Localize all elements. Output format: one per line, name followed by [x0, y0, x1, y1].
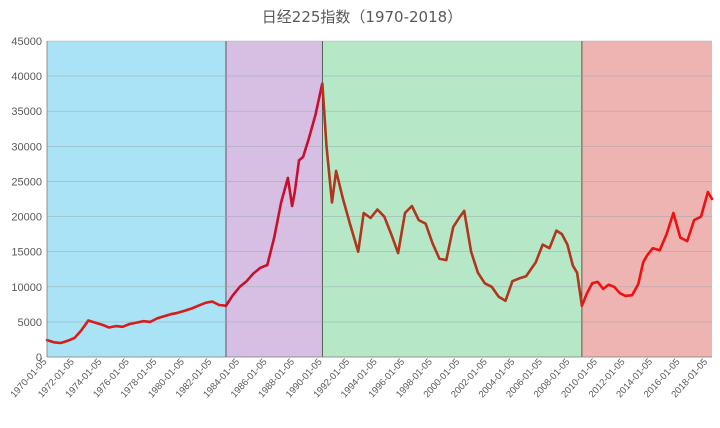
y-tick-label: 20000 — [11, 212, 42, 224]
series-line-1 — [224, 82, 324, 307]
region-3 — [581, 41, 712, 357]
y-tick-label: 10000 — [11, 282, 42, 294]
y-tick-label: 15000 — [11, 247, 42, 259]
y-tick-label: 45000 — [11, 36, 42, 48]
y-tick-label: 0 — [36, 352, 42, 364]
y-tick-label: 5000 — [18, 317, 42, 329]
y-tick-label: 30000 — [11, 141, 42, 153]
grid-lines — [47, 40, 712, 323]
plot-frame — [46, 41, 712, 358]
series-line-0 — [45, 300, 228, 345]
series-lines — [45, 82, 714, 345]
x-axis-ticks: 1970-01-051972-01-051974-01-051976-01-05… — [9, 357, 711, 400]
series-line-3 — [580, 190, 714, 307]
watermark: 知乎 @满嘴毛 / 雪球：penny969 — [487, 393, 708, 417]
y-axis-ticks: 0 5000 10000 15000 20000 25000 30000 35000 40000… — [11, 36, 42, 364]
y-tick-label: 35000 — [11, 106, 42, 118]
era-regions — [47, 41, 712, 357]
y-tick-label: 25000 — [11, 176, 42, 188]
watermark-text: 知乎 @满嘴毛 / 雪球：penny969 — [514, 398, 708, 414]
series-line-2 — [321, 82, 584, 307]
region-1 — [225, 41, 323, 357]
y-tick-label: 40000 — [11, 71, 42, 83]
region-2 — [322, 41, 582, 357]
region-0 — [47, 41, 226, 357]
chart-title: 日经225指数（1970-2018） — [262, 8, 462, 26]
